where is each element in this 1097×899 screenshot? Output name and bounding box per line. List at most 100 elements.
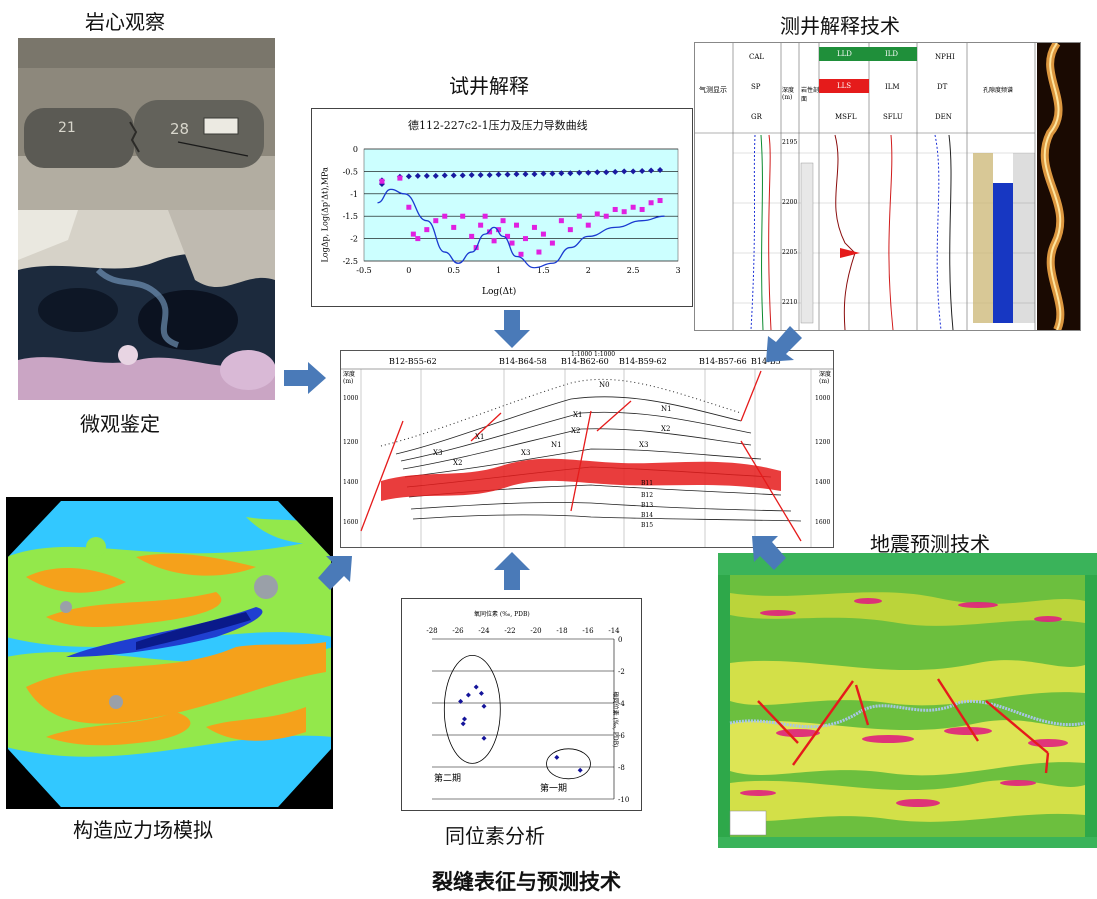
- welltest-pressure-point: [504, 171, 511, 178]
- thin-section-photo: [18, 210, 275, 400]
- welltest-pressure-point: [540, 170, 547, 177]
- welltest-pressure-point: [459, 172, 466, 179]
- isotope-x-tick: -16: [582, 627, 594, 635]
- welltest-derivative-point: [594, 211, 600, 217]
- isotope-y-tick: -6: [618, 732, 625, 740]
- logging-curve-dt: DT: [937, 83, 948, 91]
- welltest-derivative-point: [630, 204, 636, 210]
- welltest-derivative-point: [648, 200, 654, 206]
- section-well-3: B14-B62-60: [561, 357, 609, 366]
- isotope-point: [481, 703, 487, 709]
- isotope-point: [577, 767, 583, 773]
- layer-label-2: N1: [661, 405, 672, 413]
- logging-col-gas: 气测显示: [699, 86, 727, 94]
- section-well-5: B14-B57-66: [699, 357, 747, 366]
- core-tag-a: 21: [58, 120, 76, 136]
- section-depth-1r: 1000: [815, 395, 831, 402]
- welltest-pressure-point: [522, 171, 529, 178]
- welltest-derivative-point: [406, 204, 412, 210]
- welltest-pressure-point: [603, 169, 610, 176]
- logging-depth-2: 2200: [782, 199, 798, 206]
- section-depth-unit-left: 深度 (m): [343, 371, 356, 385]
- welltest-y-tick: -1: [350, 190, 358, 199]
- welltest-pressure-point: [621, 168, 628, 175]
- main-title: 裂缝表征与预测技术: [432, 869, 621, 894]
- isotope-group-label-1: 第一期: [540, 784, 568, 794]
- welltest-chart: 0-0.5-1-1.5-2-2.5-0.5 0 0.5 1 1.5 2 2.5 3: [343, 145, 681, 275]
- seismic-panel: [718, 553, 1097, 848]
- welltest-y-tick: 0: [353, 145, 358, 154]
- welltest-derivative-point: [433, 218, 439, 224]
- isotope-x-tick: -24: [478, 627, 490, 635]
- welltest-pressure-point: [567, 170, 574, 177]
- logging-col-depth: 深度 (m): [782, 87, 795, 101]
- layer-label-3: X1: [573, 411, 582, 419]
- welltest-x-tick: 1: [496, 266, 501, 275]
- section-well-4: B14-B59-62: [619, 357, 667, 366]
- welltest-chart-title: 德112-227c2-1压力及压力导数曲线: [408, 119, 588, 132]
- welltest-pressure-point: [477, 171, 484, 178]
- isotope-point: [460, 721, 466, 727]
- isotope-x-tick: -22: [504, 627, 515, 635]
- welltest-plot-area: [363, 148, 679, 262]
- welltest-pressure-point: [486, 171, 493, 178]
- section-depth-3r: 1400: [815, 479, 831, 486]
- welltest-derivative-point: [639, 206, 645, 212]
- welltest-pressure-point: [513, 171, 520, 178]
- isotope-point: [554, 754, 560, 760]
- welltest-pressure-point: [612, 168, 619, 175]
- layer-label-13: B12: [641, 492, 653, 499]
- logging-curve-sp: SP: [751, 83, 761, 91]
- isotope-y-tick: -10: [618, 796, 629, 804]
- logging-curve-den: DEN: [935, 113, 952, 121]
- welltest-pressure-point: [495, 171, 502, 178]
- arrow-isotope-icon: [494, 552, 530, 590]
- welltest-x-tick: -0.5: [356, 266, 371, 275]
- isotope-x-tick: -28: [426, 627, 437, 635]
- label-isotope: 同位素分析: [445, 824, 545, 848]
- welltest-xlabel: Log(Δt): [482, 287, 517, 297]
- welltest-derivative-point: [585, 222, 591, 228]
- logging-curve-msfl: MSFL: [835, 113, 857, 121]
- logging-curve-gr: GR: [751, 113, 762, 121]
- cross-section-panel: 1:1000 1:1000 B12-B55-62 B14-B64-58 B14-…: [340, 350, 834, 548]
- welltest-derivative-point: [531, 224, 537, 230]
- welltest-derivative-point: [612, 206, 618, 212]
- welltest-pressure-point: [450, 172, 457, 179]
- welltest-derivative-point: [549, 240, 555, 246]
- section-header: 1:1000 1:1000: [571, 351, 616, 358]
- welltest-pressure-point: [549, 170, 556, 177]
- label-logging: 测井解释技术: [780, 14, 900, 38]
- isotope-y-tick: 0: [618, 636, 622, 644]
- isotope-point: [458, 698, 464, 704]
- arrow-micro-icon: [284, 362, 326, 394]
- core-photo: 21 28: [18, 38, 275, 210]
- welltest-derivative-point: [451, 224, 457, 230]
- logging-curve-ilm: ILM: [885, 83, 900, 91]
- section-depth-2r: 1200: [815, 439, 831, 446]
- isotope-point: [478, 690, 484, 696]
- welltest-pressure-point: [594, 169, 601, 176]
- logging-col-porosity: 孔隙度频谱: [983, 87, 1014, 94]
- welltest-x-tick: 0.5: [447, 266, 460, 275]
- welltest-derivative-point: [469, 233, 475, 239]
- isotope-x-tick: -26: [452, 627, 464, 635]
- isotope-top-title: 氧同位素 (‰, PDB): [474, 611, 530, 618]
- isotope-x-tick: -20: [530, 627, 541, 635]
- stress-field-map: [6, 497, 333, 809]
- welltest-pressure-point: [414, 172, 421, 179]
- section-depth-1: 1000: [343, 395, 359, 402]
- section-depth-3: 1400: [343, 479, 359, 486]
- welltest-pressure-point: [630, 168, 637, 175]
- welltest-pressure-point: [648, 167, 655, 174]
- welltest-x-tick: 1.5: [537, 266, 550, 275]
- welltest-y-tick: -2.5: [343, 257, 358, 266]
- core-tag-b: 28: [170, 120, 189, 138]
- isotope-x-tick: -14: [608, 627, 620, 635]
- label-micro: 微观鉴定: [80, 412, 160, 436]
- welltest-pressure-point: [441, 172, 448, 179]
- layer-label-5: X1: [475, 433, 484, 441]
- logging-depth-1: 2195: [782, 139, 798, 146]
- welltest-pressure-point: [639, 167, 646, 174]
- section-well-1: B12-B55-62: [389, 357, 437, 366]
